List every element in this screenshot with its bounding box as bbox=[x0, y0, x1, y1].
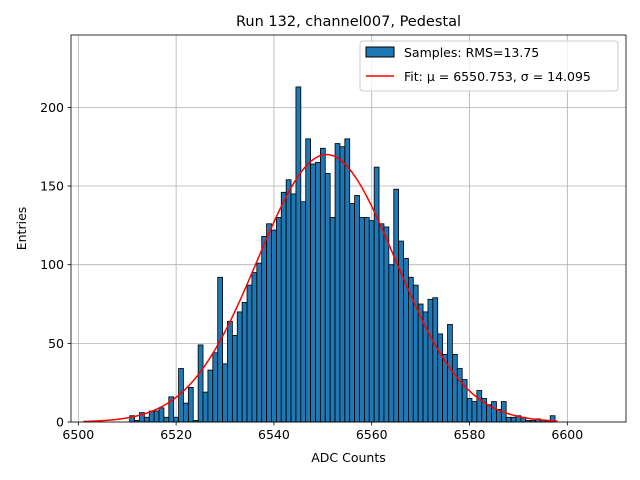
x-axis-ticks: 6500 6520 6540 6560 6580 6600 bbox=[62, 422, 583, 442]
histogram-bar bbox=[456, 368, 463, 423]
histogram-bar bbox=[427, 298, 434, 423]
histogram-bar bbox=[344, 138, 351, 423]
x-tick-label: 6500 bbox=[62, 427, 94, 442]
histogram-bar bbox=[349, 202, 356, 423]
legend: Samples: RMS=13.75 Fit: μ = 6550.753, σ … bbox=[359, 40, 619, 92]
histogram-bar bbox=[329, 217, 336, 423]
chart-title: Run 132, channel007, Pedestal bbox=[236, 14, 461, 30]
histogram-bar bbox=[173, 416, 179, 423]
histogram-bar bbox=[212, 352, 219, 423]
histogram-bar bbox=[271, 229, 277, 423]
histogram-bar bbox=[373, 166, 380, 423]
x-axis-label: ADC Counts bbox=[311, 450, 386, 465]
histogram-bar bbox=[246, 284, 253, 423]
histogram-bar bbox=[315, 162, 321, 423]
histogram-bar bbox=[510, 416, 517, 423]
x-tick-label: 6560 bbox=[356, 427, 388, 442]
y-tick-label: 200 bbox=[40, 100, 64, 115]
histogram-bar bbox=[319, 147, 326, 423]
histogram-bar bbox=[236, 311, 243, 423]
histogram-bar bbox=[447, 324, 453, 423]
histogram-bar bbox=[275, 217, 282, 423]
histogram-bar bbox=[227, 320, 233, 423]
histogram-bar bbox=[261, 235, 267, 423]
y-axis-label: Entries bbox=[14, 207, 29, 251]
histogram-bar bbox=[280, 191, 287, 423]
histogram-bar bbox=[432, 297, 439, 423]
histogram-bar bbox=[197, 344, 204, 423]
histogram-bar bbox=[217, 276, 223, 423]
histogram-bar bbox=[241, 302, 248, 423]
x-tick-label: 6520 bbox=[160, 427, 192, 442]
histogram-bar bbox=[359, 217, 365, 423]
legend-label-fit: Fit: μ = 6550.753, σ = 14.095 bbox=[404, 69, 591, 84]
histogram-bar bbox=[207, 369, 214, 423]
x-tick-label: 6540 bbox=[258, 427, 290, 442]
histogram-bar bbox=[187, 386, 194, 423]
histogram-bar bbox=[437, 333, 444, 423]
histogram-bar bbox=[363, 217, 370, 423]
legend-label-samples: Samples: RMS=13.75 bbox=[404, 45, 539, 60]
histogram-bar bbox=[143, 416, 150, 423]
histogram-bar bbox=[486, 404, 492, 423]
histogram-bar bbox=[256, 262, 263, 423]
y-tick-label: 150 bbox=[40, 179, 64, 194]
histogram-bar bbox=[388, 264, 395, 423]
histogram-bar bbox=[354, 195, 360, 423]
histogram-bar bbox=[368, 220, 375, 423]
histogram-bar bbox=[300, 201, 307, 423]
histogram-bar bbox=[163, 416, 170, 423]
histogram-bar bbox=[290, 193, 297, 423]
histogram-bar bbox=[202, 391, 209, 423]
histogram-bar bbox=[324, 173, 331, 423]
y-tick-label: 0 bbox=[56, 415, 64, 430]
x-tick-label: 6600 bbox=[551, 427, 583, 442]
histogram-bar bbox=[222, 363, 228, 423]
histogram-bar bbox=[158, 407, 165, 423]
x-tick-label: 6580 bbox=[454, 427, 486, 442]
histogram-bar bbox=[251, 272, 258, 423]
histogram-bar bbox=[383, 226, 390, 423]
y-axis-ticks: 0 50 100 150 200 bbox=[40, 100, 71, 430]
fit-curve bbox=[83, 153, 558, 423]
histogram-bar bbox=[231, 335, 238, 423]
y-tick-label: 50 bbox=[48, 336, 64, 351]
histogram-bar bbox=[285, 179, 292, 423]
y-tick-label: 100 bbox=[40, 257, 64, 272]
histogram-bar bbox=[452, 353, 458, 423]
histogram-bar bbox=[334, 143, 341, 423]
histogram-bar bbox=[183, 402, 189, 423]
histogram-bar bbox=[505, 416, 512, 423]
histogram-bar bbox=[476, 390, 483, 423]
histogram-bar bbox=[393, 188, 400, 423]
histogram-bar bbox=[295, 86, 302, 423]
histogram-bar bbox=[153, 410, 160, 423]
legend-swatch-samples bbox=[365, 46, 395, 58]
histogram-bar bbox=[305, 138, 312, 423]
legend-box bbox=[359, 40, 619, 92]
histogram-bar bbox=[491, 401, 497, 423]
histogram-bar bbox=[266, 223, 272, 423]
histogram-bar bbox=[339, 146, 346, 423]
histogram-bar bbox=[471, 401, 478, 423]
histogram-bar bbox=[466, 398, 473, 423]
plot-frame bbox=[70, 34, 627, 423]
histogram-bar bbox=[378, 223, 385, 423]
histogram-bar bbox=[310, 163, 316, 423]
histogram-bar bbox=[422, 311, 429, 423]
